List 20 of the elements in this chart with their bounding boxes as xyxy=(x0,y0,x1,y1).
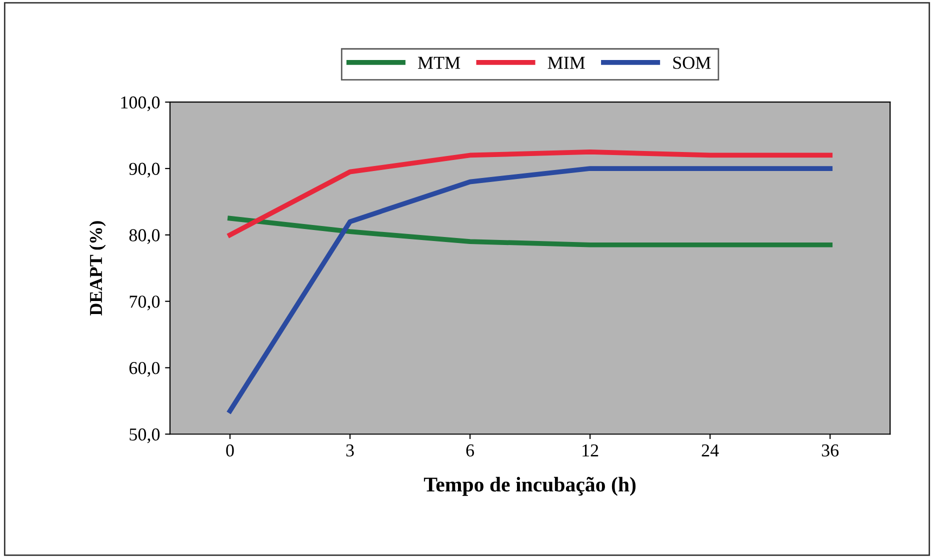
y-tick-label: 90,0 xyxy=(129,162,160,178)
legend-label: SOM xyxy=(673,56,711,69)
x-tick-label: 6 xyxy=(466,444,474,457)
y-tick-label: 100,0 xyxy=(121,96,160,112)
legend-label: MTM xyxy=(418,56,460,69)
y-tick-label: 70,0 xyxy=(130,296,160,310)
x-tick-label: 36 xyxy=(822,444,839,457)
x-tick-label: 12 xyxy=(582,444,598,456)
line-series xyxy=(228,149,833,238)
line-series xyxy=(228,216,833,248)
x-tick-label: 24 xyxy=(702,444,719,456)
y-tick-label: 80,0 xyxy=(129,229,160,244)
y-tick-label: 50,0 xyxy=(130,428,160,444)
x-tick-label: 0 xyxy=(226,444,234,457)
y-tick-label: 60,0 xyxy=(129,362,160,377)
line-series xyxy=(228,166,833,414)
legend-label: MIM xyxy=(548,56,585,69)
y-axis-title: DEAPT (%) xyxy=(89,221,106,316)
x-axis-title: Tempo de incubação (h) xyxy=(424,476,636,496)
x-tick-label: 3 xyxy=(346,444,354,457)
